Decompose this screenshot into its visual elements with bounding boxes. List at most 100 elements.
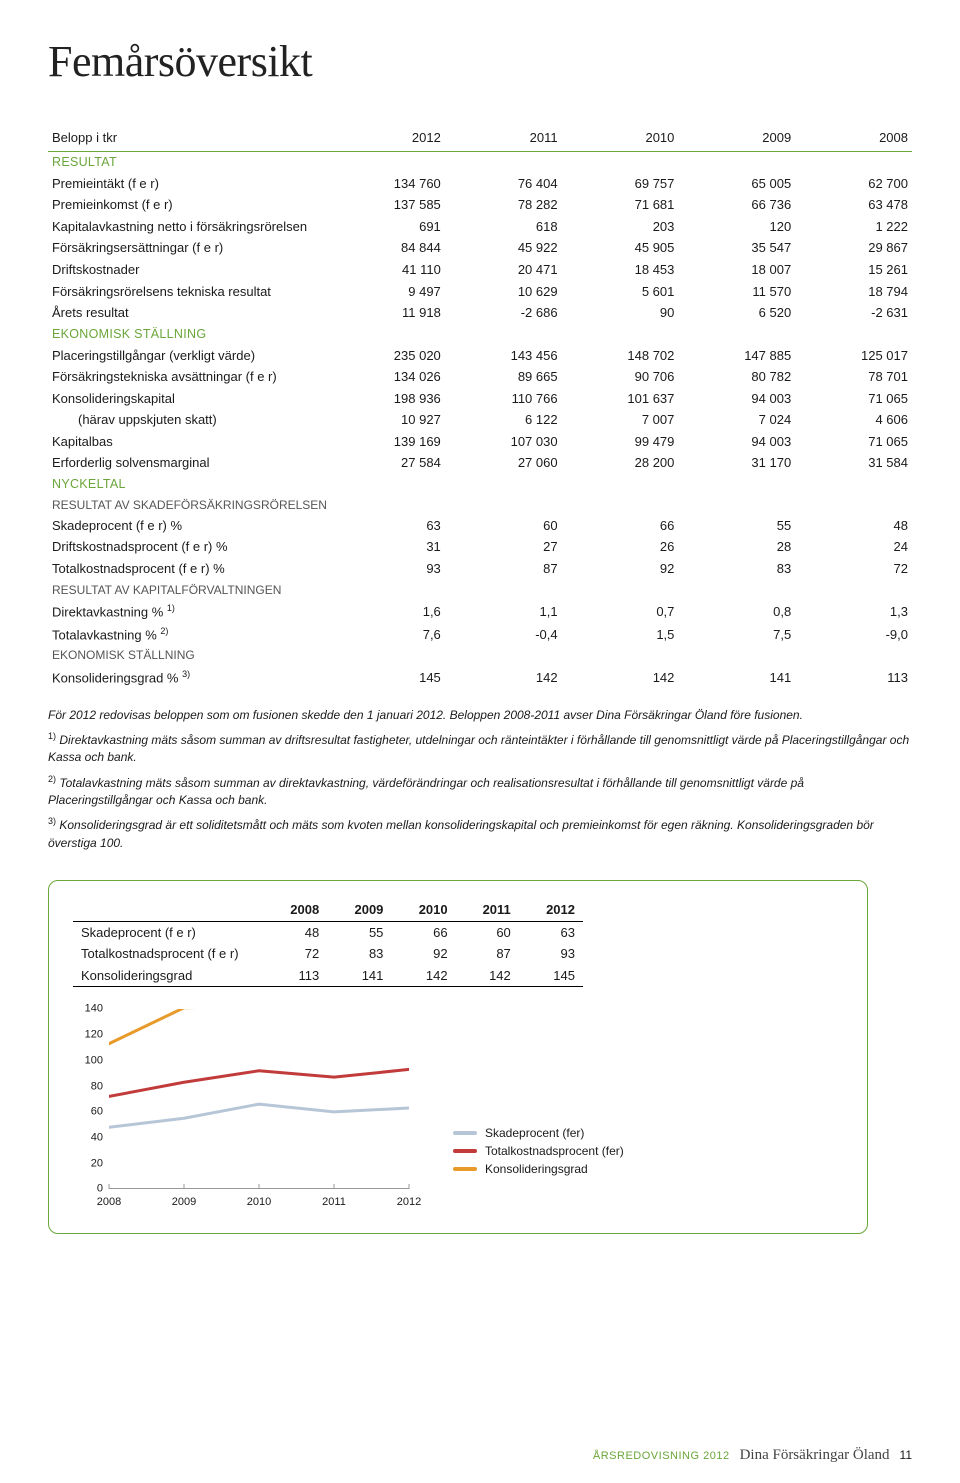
cell: 31 xyxy=(328,536,445,558)
cell: 27 060 xyxy=(445,452,562,474)
col-year: 2009 xyxy=(327,899,391,921)
table-row: Direktavkastning % 1)1,61,10,70,81,3 xyxy=(48,600,912,623)
cell: 90 xyxy=(562,302,679,324)
page-footer: ÅRSREDOVISNING 2012 Dina Försäkringar Öl… xyxy=(593,1445,912,1465)
cell: 63 xyxy=(328,515,445,537)
cell: 62 700 xyxy=(795,173,912,195)
sub-heading: RESULTAT AV KAPITALFÖRVALTNINGEN xyxy=(48,580,912,600)
legend-label: Skadeprocent (fer) xyxy=(485,1125,584,1141)
chart-plot xyxy=(109,1009,409,1189)
cell: 203 xyxy=(562,216,679,238)
legend-swatch xyxy=(453,1131,477,1135)
row-label: Direktavkastning % 1) xyxy=(48,600,328,623)
cell: 15 261 xyxy=(795,259,912,281)
cell: 1,1 xyxy=(445,600,562,623)
cell: 618 xyxy=(445,216,562,238)
legend-item: Konsolideringsgrad xyxy=(453,1161,624,1177)
cell: 101 637 xyxy=(562,388,679,410)
cell: 18 007 xyxy=(678,259,795,281)
cell: 142 xyxy=(456,965,519,987)
x-tick: 2009 xyxy=(172,1195,196,1210)
cell: 63 xyxy=(519,921,583,943)
cell: 24 xyxy=(795,536,912,558)
col-year: 2012 xyxy=(328,127,445,151)
cell: 66 xyxy=(391,921,455,943)
cell: 10 927 xyxy=(328,409,445,431)
y-tick: 120 xyxy=(73,1028,103,1043)
cell: 78 282 xyxy=(445,194,562,216)
cell: 28 xyxy=(678,536,795,558)
sub-heading: EKONOMISK STÄLLNING xyxy=(48,645,912,665)
table-row: Kapitalbas139 169107 03099 47994 00371 0… xyxy=(48,431,912,453)
cell: 6 520 xyxy=(678,302,795,324)
cell: 48 xyxy=(795,515,912,537)
cell: 60 xyxy=(445,515,562,537)
note-intro: För 2012 redovisas beloppen som om fusio… xyxy=(48,707,912,724)
col-year: 2011 xyxy=(445,127,562,151)
section-heading: EKONOMISK STÄLLNING xyxy=(48,324,912,345)
cell: 26 xyxy=(562,536,679,558)
table-row: Konsolideringsgrad113141142142145 xyxy=(73,965,583,987)
table-row: Totalavkastning % 2)7,6-0,41,57,5-9,0 xyxy=(48,623,912,646)
table-row: Driftskostnader41 11020 47118 45318 0071… xyxy=(48,259,912,281)
cell: -9,0 xyxy=(795,623,912,646)
row-label: Totalavkastning % 2) xyxy=(48,623,328,646)
cell: 29 867 xyxy=(795,237,912,259)
cell: 92 xyxy=(562,558,679,580)
cell: 76 404 xyxy=(445,173,562,195)
footer-page-no: 11 xyxy=(900,1447,912,1463)
table-header-row: Belopp i tkr 2012 2011 2010 2009 2008 xyxy=(48,127,912,151)
cell: 87 xyxy=(456,943,519,965)
col-year: 2010 xyxy=(391,899,455,921)
cell: 48 xyxy=(263,921,327,943)
cell: 63 478 xyxy=(795,194,912,216)
cell: 145 xyxy=(328,666,445,689)
col-year: 2010 xyxy=(562,127,679,151)
table-row: (härav uppskjuten skatt)10 9276 1227 007… xyxy=(48,409,912,431)
cell: 31 584 xyxy=(795,452,912,474)
chart-panel: 2008 2009 2010 2011 2012 Skadeprocent (f… xyxy=(48,880,868,1234)
section-heading: RESULTAT xyxy=(48,151,912,172)
row-label: Försäkringsrörelsens tekniska resultat xyxy=(48,281,328,303)
cell: 113 xyxy=(263,965,327,987)
cell: 83 xyxy=(678,558,795,580)
cell: 147 885 xyxy=(678,345,795,367)
cell: 134 026 xyxy=(328,366,445,388)
cell: 84 844 xyxy=(328,237,445,259)
five-year-table: Belopp i tkr 2012 2011 2010 2009 2008 RE… xyxy=(48,127,912,688)
cell: 20 471 xyxy=(445,259,562,281)
cell: 78 701 xyxy=(795,366,912,388)
cell: 107 030 xyxy=(445,431,562,453)
cell: -0,4 xyxy=(445,623,562,646)
row-label: (härav uppskjuten skatt) xyxy=(48,409,328,431)
col-year: 2011 xyxy=(456,899,519,921)
table-row: Placeringstillgångar (verkligt värde)235… xyxy=(48,345,912,367)
cell: 5 601 xyxy=(562,281,679,303)
cell: 45 905 xyxy=(562,237,679,259)
x-tick: 2011 xyxy=(322,1195,346,1210)
col-year: 2012 xyxy=(519,899,583,921)
cell: 10 629 xyxy=(445,281,562,303)
cell: 145 xyxy=(519,965,583,987)
table-row: Försäkringsersättningar (f e r)84 844 45 … xyxy=(48,237,912,259)
table-row: Försäkringstekniska avsättningar (f e r)… xyxy=(48,366,912,388)
table-row: Försäkringsrörelsens tekniska resultat9 … xyxy=(48,281,912,303)
row-label: Försäkringstekniska avsättningar (f e r) xyxy=(48,366,328,388)
table-row: Skadeprocent (f e r)4855666063 xyxy=(73,921,583,943)
legend-label: Konsolideringsgrad xyxy=(485,1161,588,1177)
y-tick: 60 xyxy=(73,1105,103,1120)
cell: 99 479 xyxy=(562,431,679,453)
cell: 55 xyxy=(678,515,795,537)
table-row: Premieintäkt (f e r)134 76076 40469 7576… xyxy=(48,173,912,195)
chart-series xyxy=(109,1070,409,1097)
row-label: Skadeprocent (f e r) % xyxy=(48,515,328,537)
cell: 141 xyxy=(678,666,795,689)
cell: 139 169 xyxy=(328,431,445,453)
cell: 120 xyxy=(678,216,795,238)
cell: 148 702 xyxy=(562,345,679,367)
cell: 66 xyxy=(562,515,679,537)
cell: 11 570 xyxy=(678,281,795,303)
table-row: Årets resultat11 918-2 686906 520-2 631 xyxy=(48,302,912,324)
row-label: Försäkringsersättningar (f e r) xyxy=(48,237,328,259)
cell: 60 xyxy=(456,921,519,943)
